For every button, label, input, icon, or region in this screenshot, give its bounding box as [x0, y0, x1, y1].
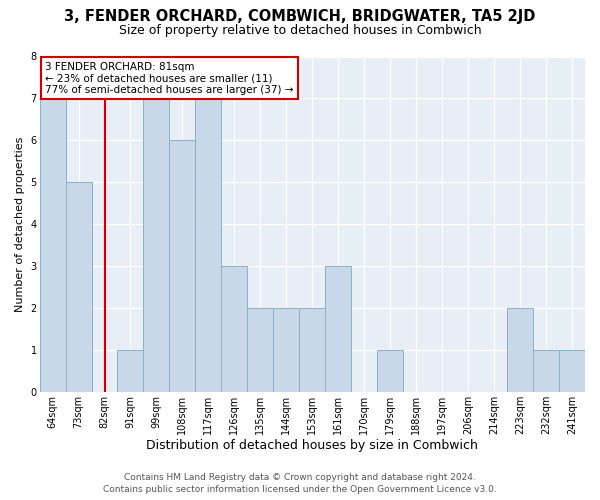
Y-axis label: Number of detached properties: Number of detached properties: [15, 136, 25, 312]
Text: Contains HM Land Registry data © Crown copyright and database right 2024.
Contai: Contains HM Land Registry data © Crown c…: [103, 472, 497, 494]
Bar: [65, 182, 92, 392]
Bar: [196, 98, 221, 392]
Bar: [221, 266, 247, 392]
Bar: [377, 350, 403, 392]
Bar: [274, 308, 299, 392]
Text: 3, FENDER ORCHARD, COMBWICH, BRIDGWATER, TA5 2JD: 3, FENDER ORCHARD, COMBWICH, BRIDGWATER,…: [64, 9, 536, 24]
Text: 3 FENDER ORCHARD: 81sqm
← 23% of detached houses are smaller (11)
77% of semi-de: 3 FENDER ORCHARD: 81sqm ← 23% of detache…: [45, 62, 293, 94]
Bar: [533, 350, 559, 392]
Bar: [169, 140, 196, 392]
Bar: [299, 308, 325, 392]
Bar: [507, 308, 533, 392]
X-axis label: Distribution of detached houses by size in Combwich: Distribution of detached houses by size …: [146, 440, 478, 452]
Bar: [559, 350, 585, 392]
Text: Size of property relative to detached houses in Combwich: Size of property relative to detached ho…: [119, 24, 481, 37]
Bar: [40, 98, 65, 392]
Bar: [247, 308, 274, 392]
Bar: [325, 266, 351, 392]
Bar: [118, 350, 143, 392]
Bar: [143, 98, 169, 392]
